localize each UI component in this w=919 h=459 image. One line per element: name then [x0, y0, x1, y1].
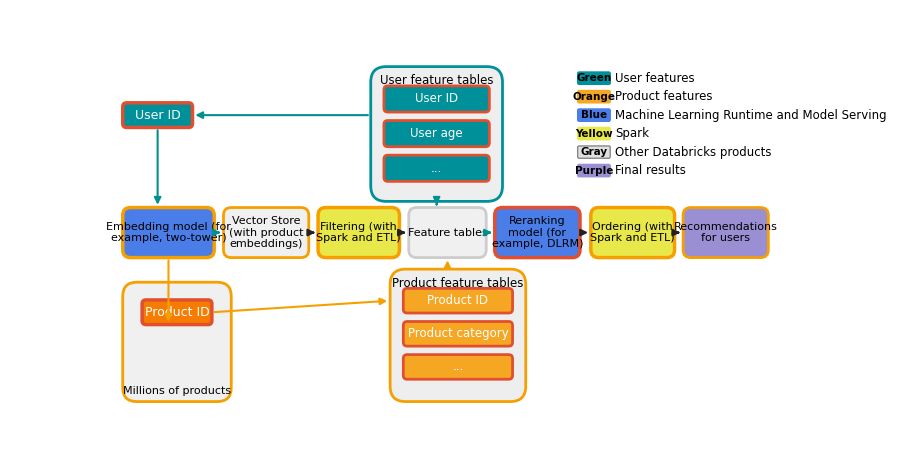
FancyBboxPatch shape: [223, 207, 309, 257]
FancyBboxPatch shape: [383, 121, 489, 147]
Text: User feature tables: User feature tables: [380, 74, 493, 87]
Text: ...: ...: [452, 360, 463, 374]
Text: Green: Green: [575, 73, 611, 83]
FancyBboxPatch shape: [577, 146, 609, 158]
Text: Millions of products: Millions of products: [123, 386, 231, 396]
Text: Gray: Gray: [580, 147, 607, 157]
Text: ...: ...: [430, 162, 442, 175]
FancyBboxPatch shape: [403, 355, 512, 379]
FancyBboxPatch shape: [577, 164, 609, 177]
FancyBboxPatch shape: [408, 207, 486, 257]
Text: Embedding model (for
example, two-tower): Embedding model (for example, two-tower): [106, 222, 231, 243]
Text: Feature tables: Feature tables: [407, 228, 487, 238]
FancyBboxPatch shape: [318, 207, 399, 257]
Text: User ID: User ID: [134, 109, 180, 122]
FancyBboxPatch shape: [577, 90, 609, 103]
Text: Product category: Product category: [407, 327, 508, 340]
Text: User ID: User ID: [414, 92, 458, 106]
Text: Product ID: Product ID: [427, 294, 488, 307]
FancyBboxPatch shape: [494, 207, 579, 257]
Text: Other Databricks products: Other Databricks products: [614, 146, 770, 159]
Text: Product ID: Product ID: [144, 306, 210, 319]
Text: User features: User features: [614, 72, 694, 84]
FancyBboxPatch shape: [122, 207, 214, 257]
FancyBboxPatch shape: [577, 109, 609, 121]
Text: Filtering (with
Spark and ETL): Filtering (with Spark and ETL): [316, 222, 401, 243]
FancyBboxPatch shape: [577, 128, 609, 140]
Text: Purple: Purple: [574, 166, 612, 176]
Text: Spark: Spark: [614, 127, 648, 140]
FancyBboxPatch shape: [403, 321, 512, 346]
FancyBboxPatch shape: [370, 67, 502, 202]
FancyBboxPatch shape: [122, 103, 192, 128]
Text: Ordering (with
Spark and ETL): Ordering (with Spark and ETL): [590, 222, 675, 243]
FancyBboxPatch shape: [577, 72, 609, 84]
Text: Product features: Product features: [614, 90, 711, 103]
Text: Orange: Orange: [572, 92, 615, 101]
FancyBboxPatch shape: [682, 207, 767, 257]
Text: Recommendations
for users: Recommendations for users: [673, 222, 777, 243]
FancyBboxPatch shape: [142, 300, 211, 325]
Text: Yellow: Yellow: [574, 129, 612, 139]
FancyBboxPatch shape: [590, 207, 674, 257]
Text: Vector Store
(with product
embeddings): Vector Store (with product embeddings): [229, 216, 303, 249]
FancyBboxPatch shape: [383, 86, 489, 112]
FancyBboxPatch shape: [383, 155, 489, 181]
Text: Reranking
model (for
example, DLRM): Reranking model (for example, DLRM): [491, 216, 583, 249]
Text: Final results: Final results: [614, 164, 685, 177]
FancyBboxPatch shape: [403, 288, 512, 313]
FancyBboxPatch shape: [122, 282, 231, 402]
Text: User age: User age: [410, 127, 462, 140]
Text: Blue: Blue: [580, 110, 607, 120]
FancyBboxPatch shape: [390, 269, 525, 402]
Text: Machine Learning Runtime and Model Serving: Machine Learning Runtime and Model Servi…: [614, 109, 886, 122]
Text: Product feature tables: Product feature tables: [391, 277, 523, 290]
